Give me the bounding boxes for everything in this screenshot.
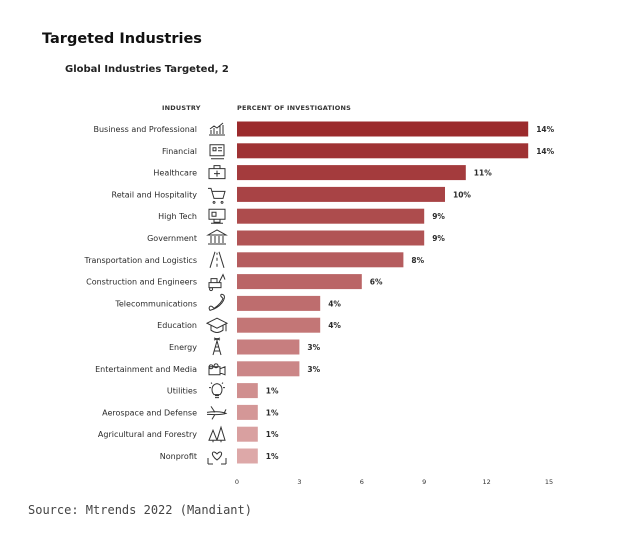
- money-icon: [209, 144, 225, 160]
- value-label: 9%: [432, 212, 445, 221]
- value-label: 9%: [432, 234, 445, 243]
- value-label: 1%: [266, 387, 279, 396]
- value-label: 4%: [328, 321, 341, 330]
- bar: [237, 165, 466, 181]
- bar: [237, 426, 258, 442]
- bar: [237, 339, 300, 355]
- value-label: 14%: [536, 147, 554, 156]
- value-label: 1%: [266, 408, 279, 417]
- value-label: 10%: [453, 190, 471, 199]
- x-tick-label: 0: [235, 478, 239, 486]
- bar-chart-icon: [209, 122, 225, 136]
- category-label: Energy: [169, 343, 197, 352]
- category-label: Education: [157, 321, 197, 330]
- category-label: Nonprofit: [160, 452, 197, 461]
- x-tick-label: 12: [482, 478, 490, 486]
- bar: [237, 186, 445, 202]
- computer-icon: [208, 208, 226, 224]
- medical-kit-icon: [208, 165, 226, 180]
- lightbulb-icon: [209, 382, 225, 399]
- page-title: Targeted Industries: [42, 31, 202, 47]
- percent-column-header: PERCENT OF INVESTIGATIONS: [237, 104, 352, 112]
- bar: [237, 274, 362, 290]
- category-label: Business and Professional: [94, 125, 198, 134]
- category-label: Government: [147, 234, 197, 243]
- value-label: 1%: [266, 452, 279, 461]
- chart-title: Global Industries Targeted, 2: [65, 64, 229, 75]
- hands-heart-icon: [207, 451, 227, 465]
- oil-rig-icon: [212, 337, 222, 356]
- category-label: Aerospace and Defense: [102, 408, 197, 417]
- bar: [237, 208, 425, 224]
- value-label: 14%: [536, 125, 554, 134]
- bar: [237, 404, 258, 420]
- trees-icon: [208, 425, 226, 443]
- bar: [237, 252, 404, 268]
- bar: [237, 448, 258, 464]
- graduation-cap-icon: [205, 317, 229, 333]
- value-label: 3%: [307, 365, 320, 374]
- value-label: 6%: [370, 278, 383, 287]
- bar: [237, 143, 529, 159]
- bar: [237, 383, 258, 399]
- value-label: 3%: [307, 343, 320, 352]
- value-label: 11%: [474, 169, 492, 178]
- bar: [237, 317, 321, 333]
- x-tick-label: 3: [297, 478, 301, 486]
- category-label: Entertainment and Media: [95, 365, 197, 374]
- category-label: Retail and Hospitality: [112, 190, 198, 199]
- value-label: 4%: [328, 299, 341, 308]
- value-label: 8%: [411, 256, 424, 265]
- shopping-cart-icon: [208, 187, 226, 204]
- category-label: Telecommunications: [114, 299, 197, 308]
- government-building-icon: [206, 229, 228, 245]
- bar: [237, 230, 425, 246]
- industry-column-header: INDUSTRY: [162, 104, 201, 112]
- category-label: Agricultural and Forestry: [98, 430, 197, 439]
- airplane-icon: [206, 406, 228, 420]
- x-tick-label: 6: [360, 478, 364, 486]
- source-note: Source: Mtrends 2022 (Mandiant): [28, 503, 252, 517]
- value-label: 1%: [266, 430, 279, 439]
- bar: [237, 295, 321, 311]
- road-icon: [209, 251, 225, 268]
- category-label: Utilities: [167, 387, 197, 396]
- category-label: Transportation and Logistics: [83, 256, 197, 265]
- excavator-icon: [208, 273, 226, 292]
- x-tick-label: 15: [545, 478, 553, 486]
- bar: [237, 121, 529, 137]
- category-label: Financial: [162, 147, 197, 156]
- category-label: Healthcare: [153, 169, 197, 178]
- video-camera-icon: [208, 363, 226, 376]
- x-tick-label: 9: [422, 478, 426, 486]
- bar: [237, 361, 300, 377]
- category-label: Construction and Engineers: [86, 278, 197, 287]
- category-label: High Tech: [158, 212, 197, 221]
- phone-icon: [208, 293, 225, 311]
